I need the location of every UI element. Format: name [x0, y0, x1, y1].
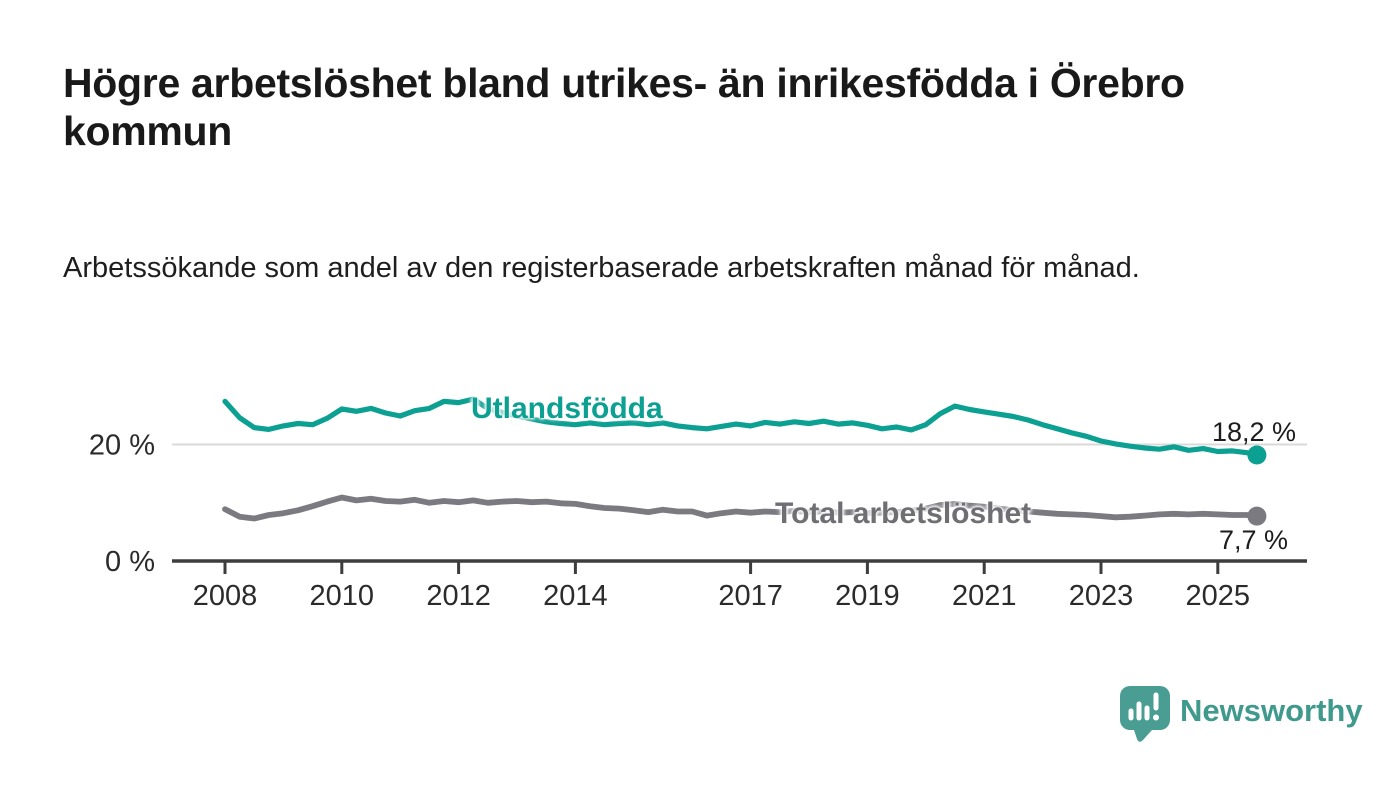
series-line-1: [222, 494, 1260, 522]
x-tick-label: 2021: [952, 580, 1017, 612]
series-label-utlandsfodda: Utlandsfödda: [471, 392, 663, 425]
newsworthy-logo-text: Newsworthy: [1180, 693, 1363, 728]
bar-chart-glyph: [1128, 692, 1159, 721]
series-end-dot-1: [1247, 506, 1267, 526]
x-tick-label: 2008: [193, 580, 258, 612]
y-tick-label: 20 %: [89, 430, 155, 462]
series-line-0: [222, 396, 1260, 458]
x-tick-label: 2014: [543, 580, 608, 612]
newsworthy-logo: Newsworthy: [1112, 680, 1363, 742]
series-label-total-arbetsloshet: Total arbetslöshet: [775, 497, 1032, 530]
x-tick-label: 2025: [1186, 580, 1251, 612]
x-tick-label: 2017: [718, 580, 783, 612]
end-value-total-arbetsloshet: 7,7 %: [1218, 525, 1288, 555]
y-tick-label: 0 %: [105, 546, 155, 578]
newsworthy-bubble-chart-icon: [1120, 686, 1170, 742]
x-tick-label: 2012: [426, 580, 491, 612]
series-end-dot-0: [1247, 445, 1267, 465]
x-tick-label: 2019: [835, 580, 900, 612]
page-title: Högre arbetslöshet bland utrikes- än inr…: [63, 60, 1185, 154]
end-value-utlandsfodda: 18,2 %: [1211, 417, 1296, 447]
x-tick-label: 2010: [310, 580, 375, 612]
x-tick-label: 2023: [1069, 580, 1134, 612]
chart-subtitle: Arbetssökande som andel av den registerb…: [63, 252, 1140, 284]
exclamation-dot: [1153, 714, 1159, 721]
